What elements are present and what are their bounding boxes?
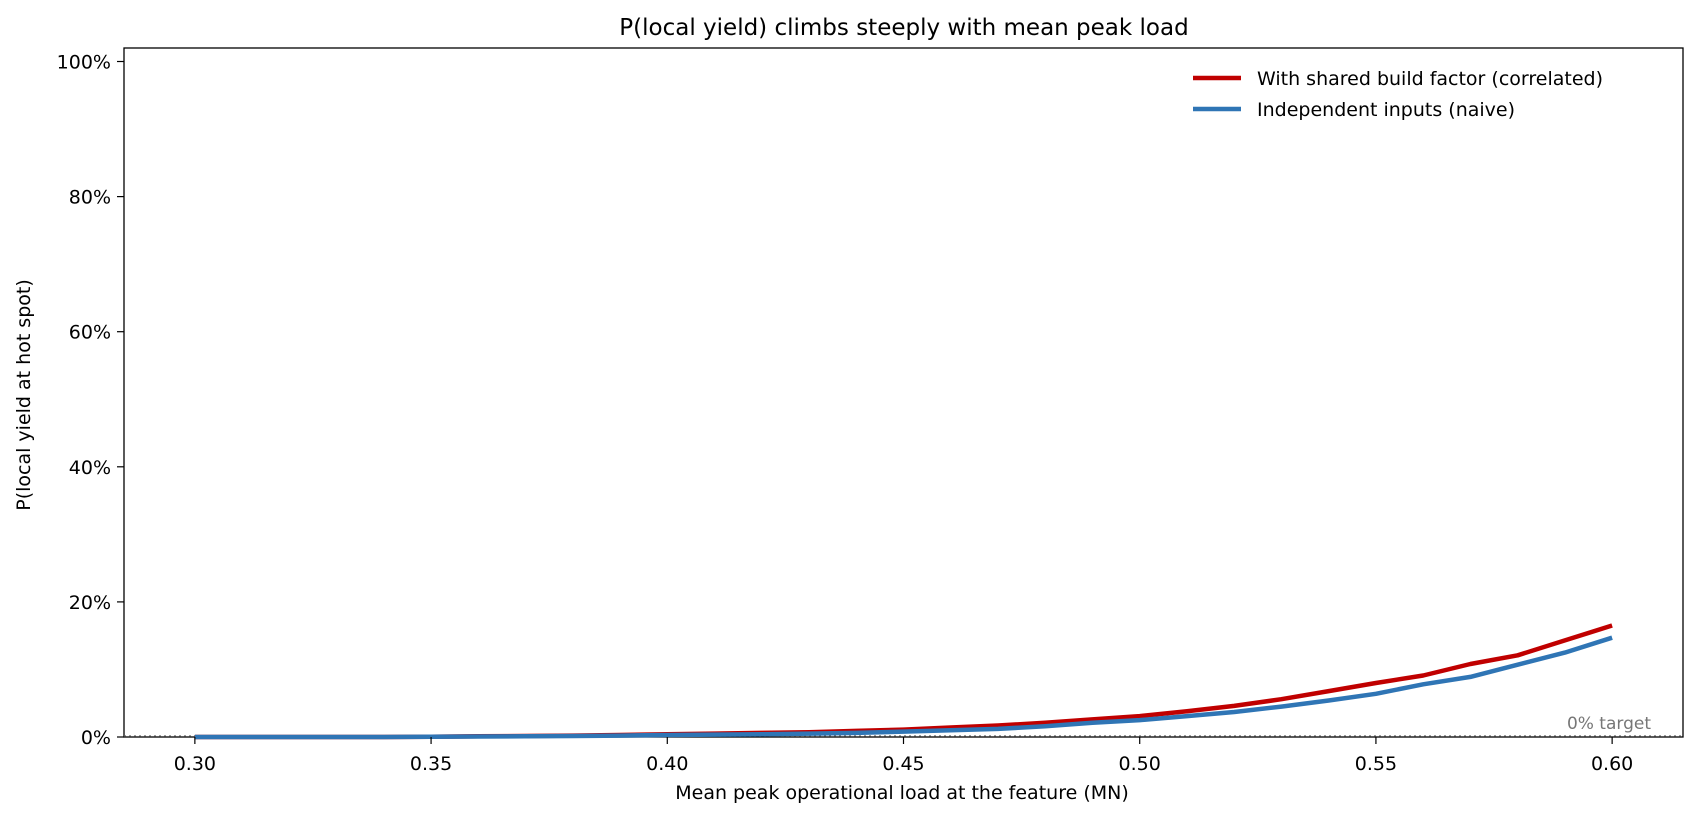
y-tick-label: 60% bbox=[69, 322, 111, 344]
x-tick-label: 0.30 bbox=[174, 753, 216, 775]
y-axis-title: P(local yield at hot spot) bbox=[13, 279, 35, 511]
y-tick-label: 40% bbox=[69, 457, 111, 479]
legend-label-1: With shared build factor (correlated) bbox=[1257, 68, 1603, 90]
plot-frame bbox=[123, 47, 1684, 738]
x-tick-label: 0.60 bbox=[1591, 753, 1633, 775]
chart-title: P(local yield) climbs steeply with mean … bbox=[619, 15, 1188, 41]
x-axis-title: Mean peak operational load at the featur… bbox=[675, 782, 1129, 804]
x-tick-label: 0.40 bbox=[646, 753, 688, 775]
x-axis: 0.30 0.35 0.40 0.45 0.50 0.55 0.60 bbox=[174, 737, 1633, 775]
legend-label-2: Independent inputs (naive) bbox=[1257, 99, 1515, 121]
y-tick-label: 0% bbox=[81, 727, 111, 749]
x-tick-label: 0.45 bbox=[882, 753, 924, 775]
y-axis: 0% 20% 40% 60% 80% 100% bbox=[57, 52, 124, 749]
plot-area: 0% target bbox=[123, 47, 1684, 740]
series-line-2 bbox=[194, 635, 1613, 740]
target-label: 0% target bbox=[1567, 714, 1651, 734]
x-tick-label: 0.50 bbox=[1119, 753, 1161, 775]
x-tick-label: 0.35 bbox=[410, 753, 452, 775]
legend: With shared build factor (correlated) Ind… bbox=[1193, 68, 1603, 121]
y-tick-label: 20% bbox=[69, 592, 111, 614]
y-tick-label: 100% bbox=[57, 52, 111, 74]
x-tick-label: 0.55 bbox=[1355, 753, 1397, 775]
y-tick-label: 80% bbox=[69, 187, 111, 209]
